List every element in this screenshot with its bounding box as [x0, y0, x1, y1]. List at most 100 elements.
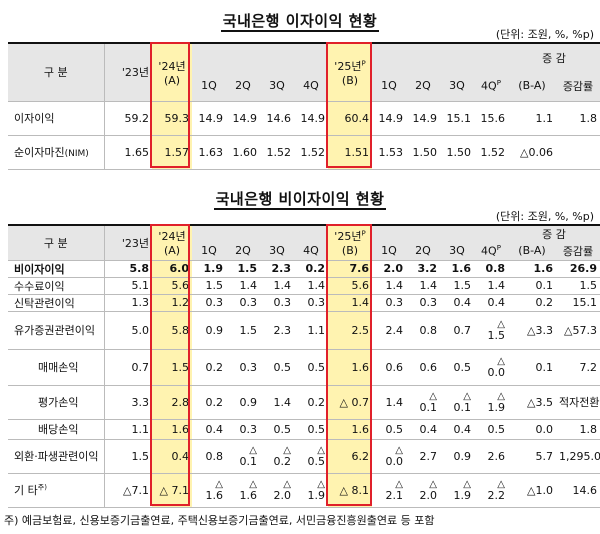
table-cell: 1.8 — [556, 101, 600, 136]
header-24-q2: 2Q — [226, 242, 260, 261]
row-label: 평가손익 — [8, 385, 105, 420]
header-rate: 증감률 — [556, 242, 600, 261]
table-cell: 1.52 — [294, 135, 328, 170]
table-cell: 0.9 — [192, 311, 226, 350]
row-label: 매매손익 — [8, 349, 105, 386]
table-cell: 5.8 — [104, 260, 152, 278]
header-rate: 증감률 — [556, 71, 600, 102]
table-cell: 6.0 — [152, 260, 192, 278]
table-cell: 0.5 — [440, 349, 474, 386]
header-24-q3: 3Q — [260, 71, 294, 102]
row-label: 수수료이익 — [8, 277, 105, 295]
row-label: 유가증권관련이익 — [8, 311, 105, 350]
header-change-sub: (B-A) — [508, 242, 556, 261]
header-25-q1: 1Q — [372, 242, 406, 261]
table-cell: 1.2 — [152, 294, 192, 312]
table-row: 유가증권관련이익 5.0 5.8 0.9 1.5 2.3 1.1 2.5 2.4 0.8 0.7 △ 1… — [8, 311, 600, 350]
header-24-q3: 3Q — [260, 242, 294, 261]
table-row: 평가손익 3.3 2.8 0.2 0.9 1.4 0.2 △ 0.7 1.4 △ 0.1 △ 0.1 △ 1… — [8, 385, 600, 420]
header-category: 구 분 — [8, 43, 105, 102]
table-cell: 1.4 — [372, 385, 406, 420]
table-cell: 26.9 — [556, 260, 600, 278]
table-cell: 1.4 — [226, 277, 260, 295]
table-cell: 1.5 — [440, 277, 474, 295]
table-cell: 0.3 — [372, 294, 406, 312]
table-cell: 1.4 — [294, 277, 328, 295]
header-24-q1: 1Q — [192, 71, 226, 102]
table-cell: △ 1.5 — [474, 311, 508, 350]
table-row: 비이자이익 5.8 6.0 1.9 1.5 2.3 0.2 7.6 2.0 3.2 1.6 0.8 1.… — [8, 260, 600, 278]
table-cell: 2.3 — [260, 311, 294, 350]
table-cell: 7.6 — [328, 260, 372, 278]
table-cell: 0.4 — [406, 419, 440, 440]
table-cell: 6.2 — [328, 439, 372, 474]
header-2025-quarters-spacer — [372, 225, 508, 242]
table-cell: 1.50 — [406, 135, 440, 170]
header-change-sub: (B-A) — [508, 71, 556, 102]
noninterest-income-table: 구 분 '23년 '24년 (A) '25년P (B) 증 감 1Q 2Q 3Q 4… — [8, 224, 600, 508]
unit-note-1: (단위: 조원, %, %p) — [495, 28, 594, 41]
table-cell: 0.1 — [508, 277, 556, 295]
table-cell: 5.6 — [328, 277, 372, 295]
table-cell: 1.4 — [328, 294, 372, 312]
table-cell: 3.2 — [406, 260, 440, 278]
table-cell: 0.8 — [406, 311, 440, 350]
table-cell: 2.0 — [372, 260, 406, 278]
table-cell: 1.5 — [556, 277, 600, 295]
table-cell: △ 7.1 — [152, 473, 192, 508]
row-label: 비이자이익 — [8, 260, 105, 278]
table-cell: 2.7 — [406, 439, 440, 474]
table-cell: 0.0 — [508, 419, 556, 440]
table-cell: △ 1.9 — [440, 473, 474, 508]
header-2023: '23년 — [104, 43, 152, 102]
table-cell: 14.9 — [406, 101, 440, 136]
table-cell: △ 1.6 — [226, 473, 260, 508]
header-24-q4: 4Q — [294, 71, 328, 102]
table-cell: △ 0.1 — [406, 385, 440, 420]
row-label: 외환·파생관련이익 — [8, 439, 105, 474]
table-cell: 0.2 — [192, 349, 226, 386]
header-25-q1: 1Q — [372, 71, 406, 102]
table-cell: 1.6 — [328, 419, 372, 440]
header-25-q3: 3Q — [440, 71, 474, 102]
header-change: 증 감 — [508, 43, 600, 71]
table-row: 신탁관련이익 1.3 1.2 0.3 0.3 0.3 0.3 1.4 0.3 0.3 0.4 0.4 0… — [8, 294, 600, 312]
header-2024: '24년 (A) — [152, 43, 192, 102]
table-cell: 0.4 — [474, 294, 508, 312]
header-2023: '23년 — [104, 225, 152, 261]
table-row: 기 타주) △7.1 △ 7.1 △ 1.6 △ 1.6 △ 2.0 △ 1.9 △ 8.1 △ 2.1 △… — [8, 473, 600, 508]
table-cell: 1.60 — [226, 135, 260, 170]
row-label: 신탁관련이익 — [8, 294, 105, 312]
table-cell: 1.4 — [406, 277, 440, 295]
row-label: 기 타주) — [8, 473, 105, 508]
table-cell: 1.3 — [104, 294, 152, 312]
title-interest-income: 국내은행 이자이익 현황 — [220, 12, 380, 32]
table-cell: 1.6 — [152, 419, 192, 440]
table-row: 이자이익 59.2 59.3 14.9 14.9 14.6 14.9 60.4 14.9 14.9… — [8, 101, 600, 136]
table-cell: △ 0.0 — [372, 439, 406, 474]
table-cell: 14.9 — [294, 101, 328, 136]
table-cell: 0.1 — [508, 349, 556, 386]
table-cell: 1.65 — [104, 135, 152, 170]
table-cell: 15.1 — [440, 101, 474, 136]
header-25-q4: 4QP — [474, 71, 508, 102]
table-cell: 0.8 — [474, 260, 508, 278]
table-cell: 7.2 — [556, 349, 600, 386]
table-cell: △ 0.2 — [260, 439, 294, 474]
table-cell: 1.5 — [152, 349, 192, 386]
table-cell: 0.3 — [260, 294, 294, 312]
table-cell: 0.4 — [192, 419, 226, 440]
table-cell: 1.53 — [372, 135, 406, 170]
table-cell: 0.6 — [372, 349, 406, 386]
header-2025-quarters-spacer — [372, 43, 508, 71]
table-cell: 0.5 — [372, 419, 406, 440]
table-cell: 0.8 — [192, 439, 226, 474]
footnote: 주) 예금보험료, 신용보증기금출연료, 주택신용보증기금출연료, 서민금융진흥… — [4, 514, 435, 527]
table-cell: 0.5 — [260, 349, 294, 386]
table-cell: 1.6 — [440, 260, 474, 278]
table-cell: 5.0 — [104, 311, 152, 350]
table-cell: △ 0.5 — [294, 439, 328, 474]
table-cell: 2.6 — [474, 439, 508, 474]
table-cell: 0.3 — [406, 294, 440, 312]
header-25-q2: 2Q — [406, 242, 440, 261]
